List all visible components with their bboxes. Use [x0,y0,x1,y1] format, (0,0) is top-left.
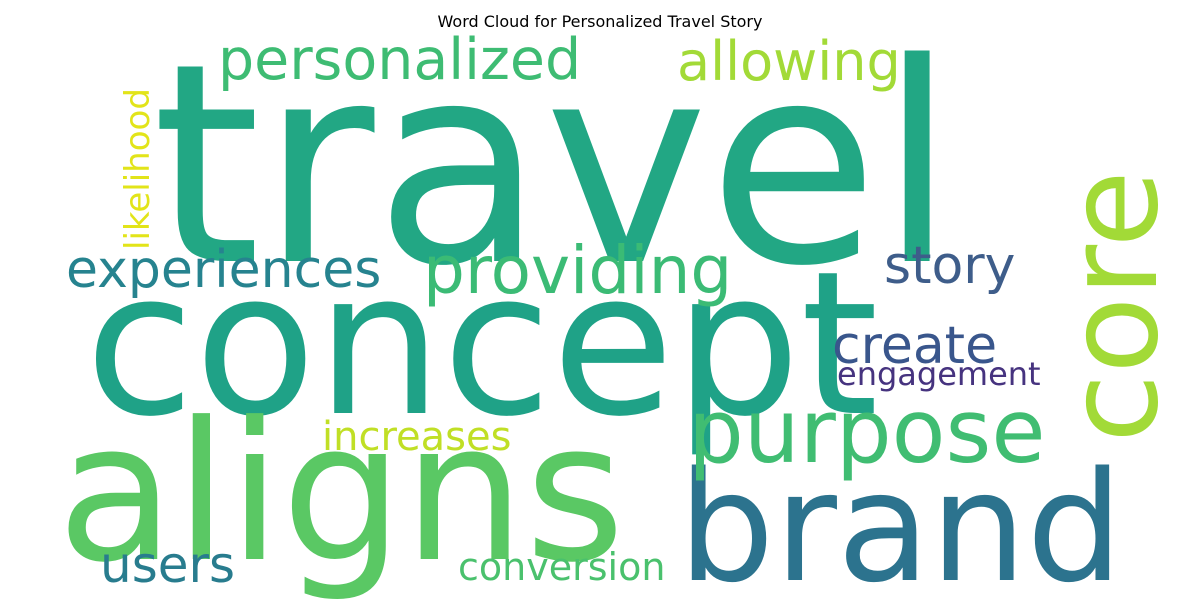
word-cloud: travel concept aligns brand core purpose… [57,5,1186,605]
word-experiences: experiences [66,240,382,300]
word-purpose: purpose [688,380,1046,483]
word-likelihood: likelihood [118,88,158,250]
word-aligns: aligns [57,382,625,605]
word-conversion: conversion [458,545,666,589]
word-concept: concept [85,228,879,460]
word-increases: increases [322,414,512,460]
chart-title: Word Cloud for Personalized Travel Story [437,12,763,31]
word-create: create [832,316,998,376]
word-personalized: personalized [218,27,582,93]
word-users: users [100,536,236,594]
word-core: core [1039,170,1186,443]
word-brand: brand [678,439,1123,616]
word-allowing: allowing [677,30,901,93]
word-providing: providing [423,232,733,309]
word-engagement: engagement [837,355,1041,393]
word-travel: travel [152,5,956,327]
word-story: story [884,236,1016,296]
